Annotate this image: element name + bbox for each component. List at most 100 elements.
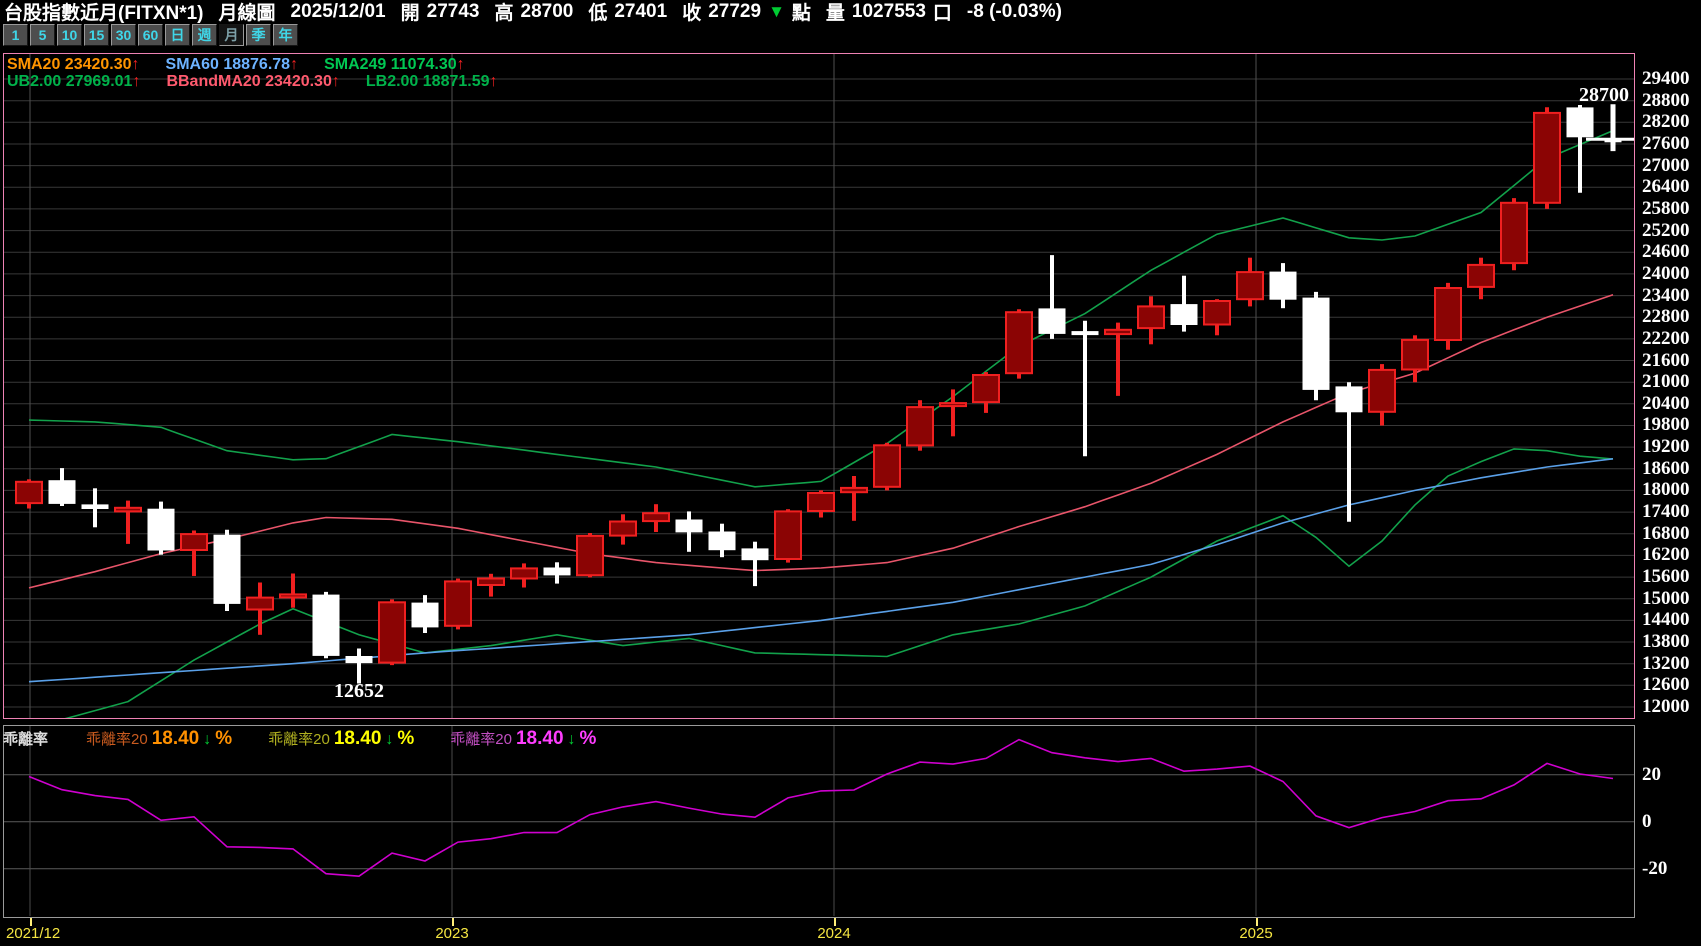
legend-SMA249: SMA249 11074.30↑ <box>324 56 465 73</box>
candle-body <box>840 486 868 494</box>
bias-legend: 乖離率 乖離率20 18.40 ↓% 乖離率20 18.40 ↓% 乖離率20 18.40 ↓% <box>3 728 622 750</box>
toolbar-button-月[interactable]: 月 <box>219 24 244 46</box>
price-axis-label: 27600 <box>1642 133 1690 154</box>
volume-label: 量 <box>825 3 845 24</box>
toolbar-button-5[interactable]: 5 <box>30 24 55 46</box>
toolbar-button-1[interactable]: 1 <box>3 24 28 46</box>
price-axis-label: 16200 <box>1642 544 1690 565</box>
candle-body <box>1566 107 1594 138</box>
time-axis-label: 2021/12 <box>6 925 61 942</box>
time-axis-tick <box>834 918 836 926</box>
candle-body <box>510 567 538 580</box>
price-axis-label: 14400 <box>1642 609 1690 630</box>
price-axis-label: 16800 <box>1642 523 1690 544</box>
candle-body <box>1434 287 1462 341</box>
open-value: 27743 <box>426 0 480 22</box>
price-axis-label: 20400 <box>1642 393 1690 414</box>
overlay-line-ub <box>28 129 1614 488</box>
toolbar-button-30[interactable]: 30 <box>111 24 136 46</box>
candle-body <box>774 510 802 560</box>
instrument-title: 台股指數近月(FITXN*1) <box>4 3 204 24</box>
candle-body <box>1038 308 1066 334</box>
bias-indicator-chart[interactable] <box>4 726 1634 917</box>
candle-body <box>906 406 934 447</box>
candlestick-chart[interactable] <box>4 54 1634 718</box>
price-axis-label: 24000 <box>1642 263 1690 284</box>
header-bar: 台股指數近月(FITXN*1) 月線圖 2025/12/01 開 27743 高… <box>4 0 1062 25</box>
price-axis-label: 21600 <box>1642 350 1690 371</box>
candle-body <box>1170 304 1198 326</box>
bias-legend-item-2: 乖離率20 18.40 ↓% <box>268 728 415 749</box>
price-axis-label: 22200 <box>1642 328 1690 349</box>
price-axis-label: 21000 <box>1642 371 1690 392</box>
price-axis-label: 18000 <box>1642 479 1690 500</box>
price-axis-label: 17400 <box>1642 501 1690 522</box>
toolbar-button-年[interactable]: 年 <box>273 24 298 46</box>
candle-body <box>345 656 373 664</box>
candle-body <box>576 534 604 577</box>
toolbar-button-週[interactable]: 週 <box>192 24 217 46</box>
bias-line <box>28 738 1614 878</box>
price-axis-label: 23400 <box>1642 285 1690 306</box>
low-group: 低 27401 <box>588 0 667 25</box>
high-annotation: 28700 <box>1579 84 1629 106</box>
close-group: 收 27729 ▼ 點 <box>682 0 811 25</box>
candle-body <box>444 580 472 627</box>
low-label: 低 <box>588 3 608 24</box>
price-axis-label: 13800 <box>1642 631 1690 652</box>
high-value: 28700 <box>520 0 574 22</box>
candle-body <box>642 512 670 523</box>
candle-body <box>1401 338 1429 371</box>
candle-body <box>1302 297 1330 390</box>
date-label: 2025/12/01 <box>290 0 386 22</box>
toolbar-button-60[interactable]: 60 <box>138 24 163 46</box>
price-axis-label: 28800 <box>1642 90 1690 111</box>
time-axis-label: 2023 <box>435 925 469 942</box>
open-label: 開 <box>400 3 420 24</box>
candle-body <box>1236 271 1264 301</box>
low-value: 27401 <box>614 0 668 22</box>
candle-body <box>1500 201 1528 265</box>
candle-body <box>246 596 274 611</box>
candle-body <box>48 480 76 504</box>
bias-panel-frame <box>3 725 1635 918</box>
time-axis-label: 2025 <box>1239 925 1273 942</box>
price-axis-label: 28200 <box>1642 111 1690 132</box>
candle-body <box>972 374 1000 404</box>
candle-body <box>411 602 439 628</box>
candle-body <box>1104 328 1132 336</box>
toolbar-button-10[interactable]: 10 <box>57 24 82 46</box>
price-axis-label: 19800 <box>1642 414 1690 435</box>
candle-body <box>1137 305 1165 330</box>
price-axis-label: 12000 <box>1642 696 1690 717</box>
candle-body <box>15 480 43 505</box>
candle-body <box>378 601 406 664</box>
change-value: -8 (-0.03%) <box>966 0 1062 22</box>
candle-body <box>1467 263 1495 288</box>
time-axis-tick <box>1256 918 1258 926</box>
point-label: 點 <box>791 3 811 24</box>
candle-body <box>1368 368 1396 413</box>
price-axis-label: 18600 <box>1642 458 1690 479</box>
price-axis-label: 12600 <box>1642 674 1690 695</box>
price-axis-label: 25800 <box>1642 198 1690 219</box>
candle-body <box>543 567 571 576</box>
toolbar-button-季[interactable]: 季 <box>246 24 271 46</box>
candle-body <box>180 533 208 551</box>
toolbar-button-15[interactable]: 15 <box>84 24 109 46</box>
candle-body <box>939 402 967 408</box>
close-label: 收 <box>682 3 702 24</box>
high-label: 高 <box>494 3 514 24</box>
legend-UB2.00: UB2.00 27969.01↑ <box>7 73 141 90</box>
candle-body <box>477 577 505 586</box>
toolbar-button-日[interactable]: 日 <box>165 24 190 46</box>
timeframe-toolbar: 1 5 10 15 30 60 日週月季年 <box>3 24 298 46</box>
price-axis-label: 19200 <box>1642 436 1690 457</box>
volume-group: 量 1027553 口 <box>826 0 952 25</box>
candle-body <box>1533 111 1561 204</box>
candle-body <box>1269 271 1297 300</box>
candle-body <box>114 506 142 513</box>
candle-body <box>1005 311 1033 375</box>
price-axis-label: 22800 <box>1642 306 1690 327</box>
candle-body <box>675 519 703 533</box>
